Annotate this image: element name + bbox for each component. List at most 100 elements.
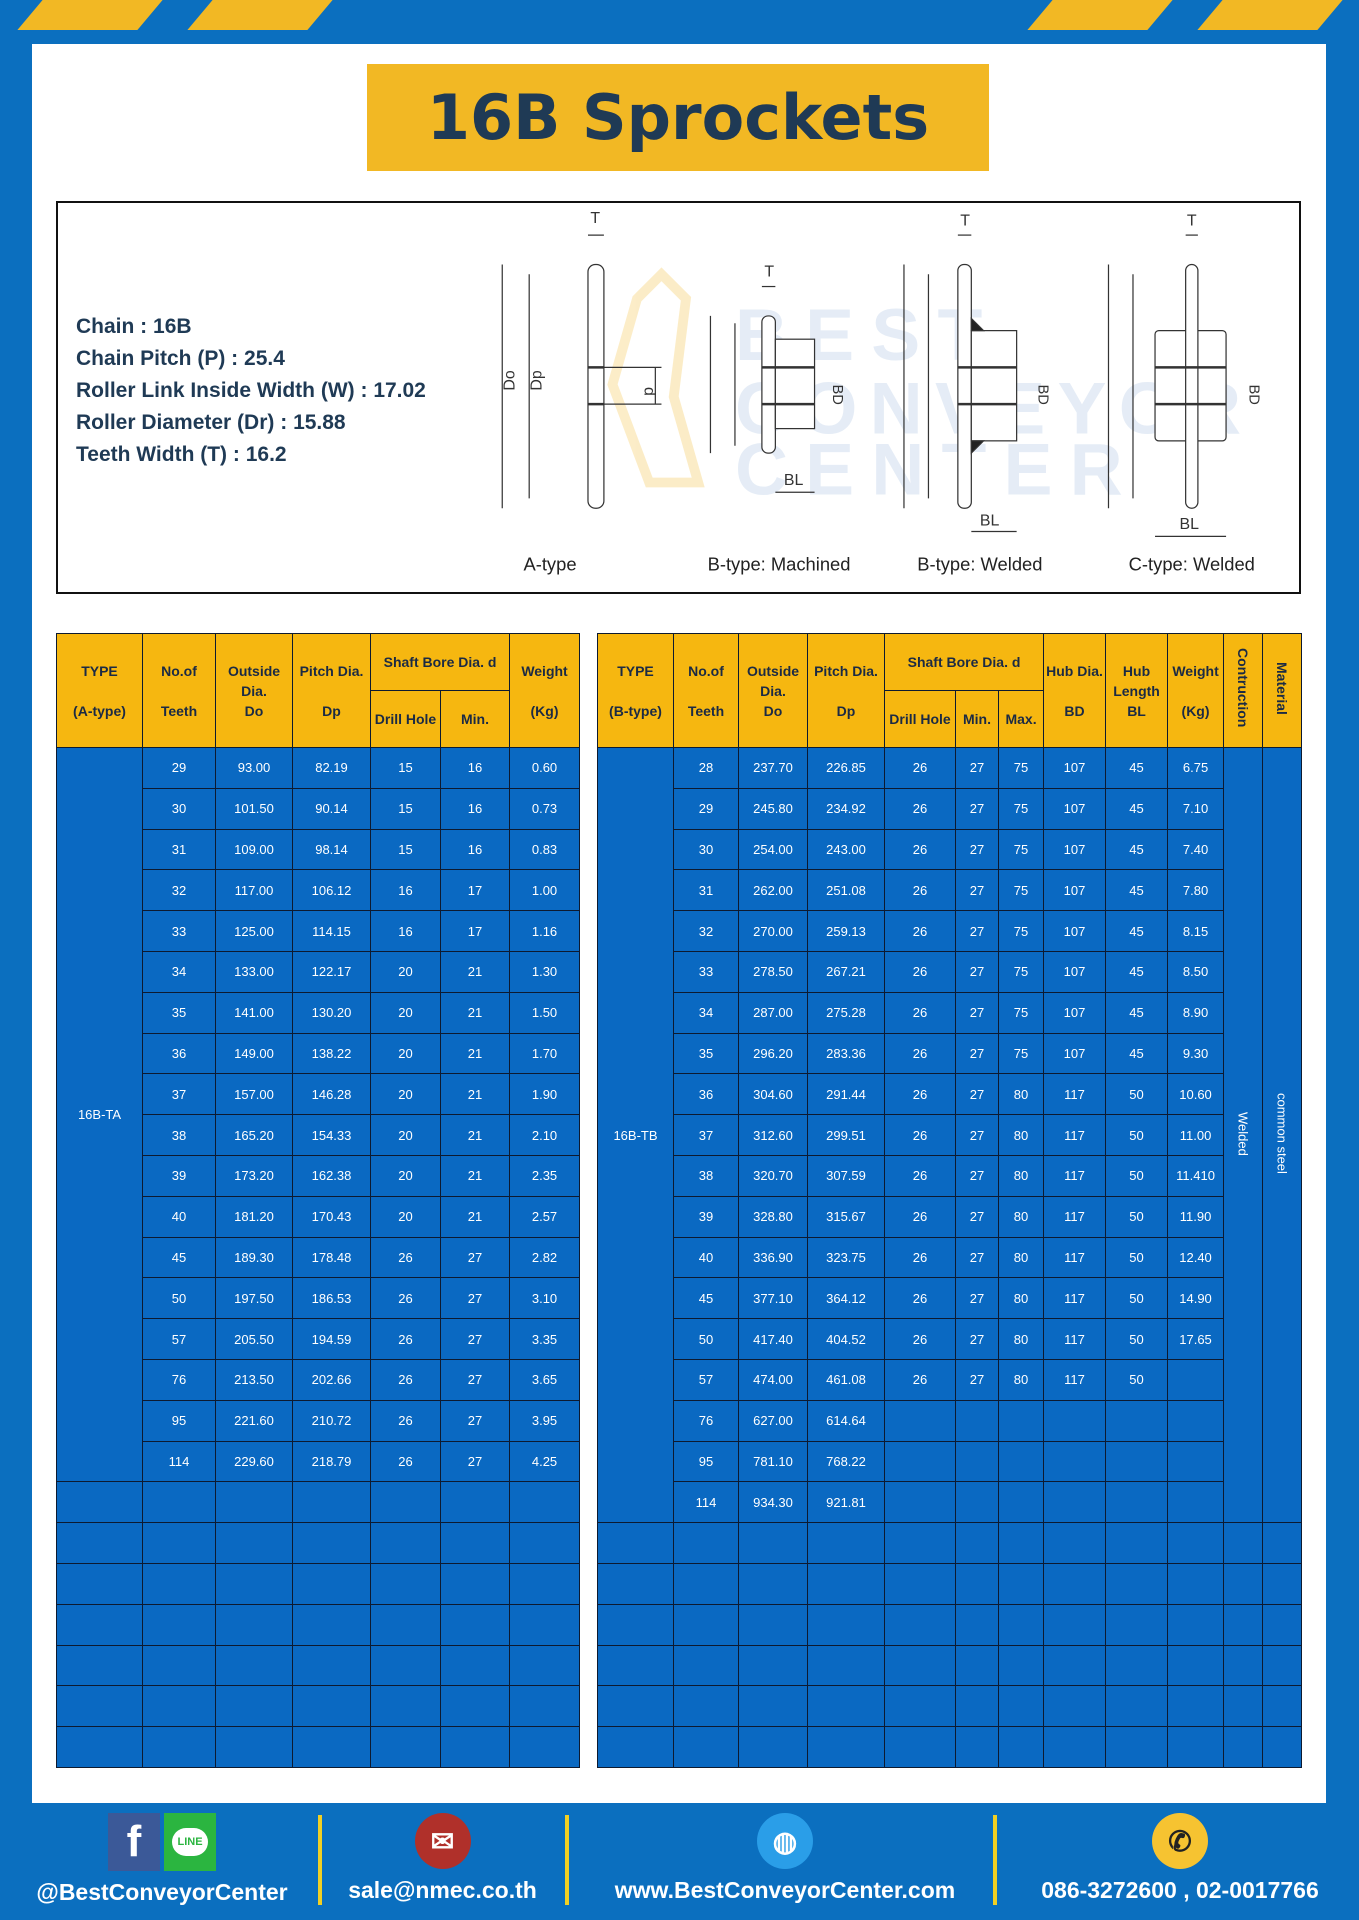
table-row: 37 157.00 146.28 20 21 1.90 (57, 1073, 581, 1116)
table-cell (1105, 1726, 1169, 1768)
table-cell: 27 (439, 1440, 511, 1483)
website-link[interactable]: ◍ www.BestConveyorCenter.com (585, 1813, 985, 1904)
table-cell (807, 1644, 885, 1687)
empty-cell (1223, 1685, 1264, 1728)
table-row: 32 117.00 106.12 16 17 1.00 (57, 869, 581, 912)
table-cell (997, 1685, 1045, 1728)
table-cell (955, 1440, 999, 1483)
svg-text:T: T (764, 264, 774, 281)
table-cell: 107 (1043, 869, 1107, 912)
table-cell: 75 (997, 1032, 1045, 1075)
table-cell: 27 (955, 1358, 999, 1401)
svg-text:BD: BD (1035, 385, 1051, 405)
table-cell: 21 (439, 950, 511, 993)
table-cell: 50 (1105, 1154, 1169, 1197)
table-cell: 229.60 (215, 1440, 293, 1483)
empty-cell (1262, 1685, 1303, 1728)
table-cell: 141.00 (215, 991, 293, 1034)
empty-cell (1262, 1562, 1303, 1605)
table-row: 76 213.50 202.66 26 27 3.65 (57, 1358, 581, 1401)
table-cell: 304.60 (738, 1073, 808, 1116)
table-cell (884, 1440, 956, 1483)
table-cell: 26 (370, 1318, 441, 1360)
table-cell (955, 1399, 999, 1442)
table-cell: 50 (1105, 1318, 1169, 1360)
header-construction: Contruction (1223, 633, 1264, 748)
email-link[interactable]: ✉ sale@nmec.co.th (335, 1813, 550, 1904)
table-cell (370, 1562, 441, 1605)
table-cell: 45 (1105, 950, 1169, 993)
table-cell: 38 (142, 1114, 216, 1156)
table-cell: 27 (955, 828, 999, 871)
table-cell: 50 (1105, 1236, 1169, 1279)
table-row: 32 270.00 259.13 26 27 75 107 45 8.15 (598, 910, 1302, 952)
table-cell: 20 (370, 1032, 441, 1075)
header-outside-dia: Outside Dia. Do (215, 633, 293, 748)
table-row: 33 278.50 267.21 26 27 75 107 45 8.50 (598, 950, 1302, 993)
svg-text:BL: BL (784, 472, 804, 489)
table-cell: 27 (955, 1195, 999, 1238)
social-link[interactable]: f LINE @BestConveyorCenter (22, 1813, 302, 1906)
table-cell (1167, 1399, 1225, 1442)
table-cell (215, 1644, 293, 1687)
svg-text:BL: BL (980, 512, 1000, 529)
table-cell: 26 (884, 1154, 956, 1197)
table-cell: 45 (1105, 869, 1169, 912)
table-cell (1167, 1726, 1225, 1768)
table-cell (738, 1522, 808, 1564)
table-cell (1105, 1562, 1169, 1605)
table-cell (673, 1603, 739, 1646)
table-cell (370, 1644, 441, 1687)
table-cell (1043, 1562, 1107, 1605)
table-cell (1167, 1358, 1225, 1401)
table-cell: 173.20 (215, 1154, 293, 1197)
table-row (597, 1685, 1303, 1728)
table-cell: 27 (955, 1236, 999, 1279)
table-cell: 50 (1105, 1277, 1169, 1320)
table-cell: 162.38 (292, 1154, 371, 1197)
table-cell: 7.40 (1167, 828, 1225, 871)
table-cell: 21 (439, 991, 511, 1034)
empty-cell (597, 1685, 674, 1728)
table-row: 31 262.00 251.08 26 27 75 107 45 7.80 (598, 869, 1302, 912)
table-cell: 37 (142, 1073, 216, 1116)
table-cell: 768.22 (807, 1440, 885, 1483)
header-drill-hole: Drill Hole (884, 690, 956, 748)
table-cell: 3.65 (509, 1358, 581, 1401)
table-cell: 45 (1105, 910, 1169, 952)
table-cell (1167, 1522, 1225, 1564)
svg-text:BL: BL (1180, 516, 1200, 533)
phone-link[interactable]: ✆ 086-3272600 , 02-0017766 (1010, 1813, 1350, 1904)
empty-cell (56, 1481, 143, 1524)
table-cell (738, 1603, 808, 1646)
table-cell (1105, 1481, 1169, 1524)
table-cell: 26 (884, 991, 956, 1034)
table-cell: 8.90 (1167, 991, 1225, 1034)
table-cell: 107 (1043, 747, 1107, 789)
table-cell: 178.48 (292, 1236, 371, 1279)
table-cell (997, 1603, 1045, 1646)
table-cell: 75 (997, 991, 1045, 1034)
a-type-table: TYPE (A-type) No.of Teeth Outside Dia. Do Pi… (56, 633, 581, 1768)
table-row (597, 1603, 1303, 1646)
table-cell: 50 (142, 1277, 216, 1320)
table-cell: 11.00 (1167, 1114, 1225, 1156)
table-cell: 26 (884, 787, 956, 830)
table-row: 33 125.00 114.15 16 17 1.16 (57, 910, 581, 952)
table-cell: 76 (673, 1399, 739, 1442)
table-row: 45 377.10 364.12 26 27 80 117 50 14.90 (598, 1277, 1302, 1320)
table-cell (215, 1481, 293, 1524)
table-cell: 45 (1105, 991, 1169, 1034)
table-cell: 17 (439, 869, 511, 912)
table-cell: 117 (1043, 1277, 1107, 1320)
table-row (597, 1726, 1303, 1768)
table-cell: 26 (884, 1358, 956, 1401)
table-cell: 7.80 (1167, 869, 1225, 912)
table-cell: 202.66 (292, 1358, 371, 1401)
table-cell: 627.00 (738, 1399, 808, 1442)
table-cell: 16 (439, 828, 511, 871)
table-cell (955, 1685, 999, 1728)
table-cell: 1.30 (509, 950, 581, 993)
table-cell: 2.35 (509, 1154, 581, 1197)
table-row (597, 1644, 1303, 1687)
